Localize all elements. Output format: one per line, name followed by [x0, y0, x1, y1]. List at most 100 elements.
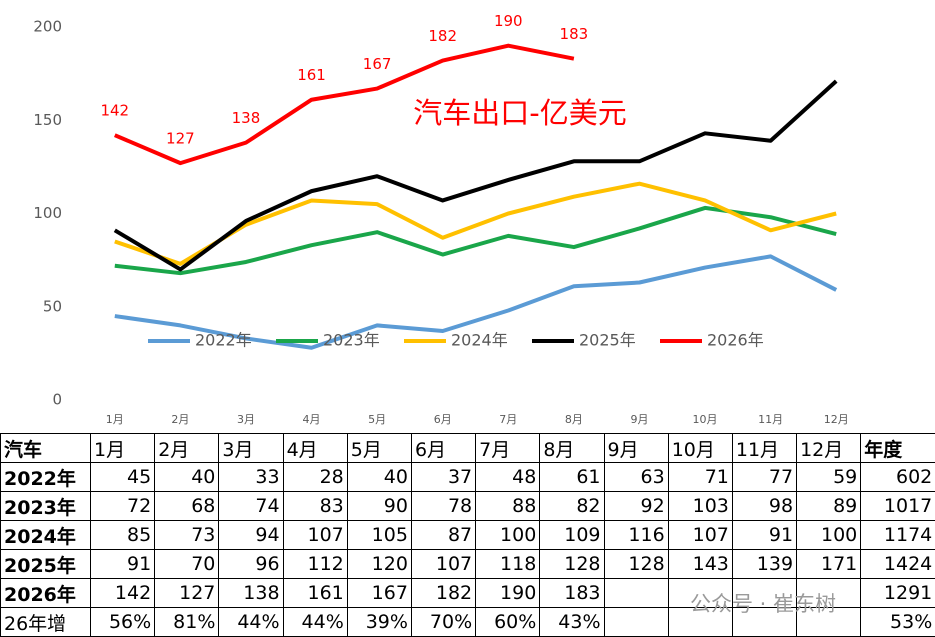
table-cell: 8月 [539, 433, 605, 463]
table-cell [603, 578, 669, 608]
legend-label: 2022年 [195, 331, 252, 350]
table-cell: 107 [410, 549, 477, 579]
table-cell: 183 [539, 578, 605, 608]
data-label: 138 [232, 109, 261, 127]
table-cell: 72 [89, 491, 156, 521]
table-cell [667, 607, 733, 637]
table-cell: 91 [89, 549, 156, 579]
table-cell: 89 [796, 491, 862, 521]
table-cell: 120 [346, 549, 412, 579]
x-tick-label: 8月 [565, 413, 583, 426]
table-cell: 2025年 [0, 549, 91, 579]
table-cell: 109 [539, 520, 605, 550]
table-cell: 96 [218, 549, 284, 579]
x-tick-label: 11月 [758, 413, 783, 426]
table-cell: 82 [539, 491, 605, 521]
table-cell: 70 [154, 549, 220, 579]
table-cell: 37 [410, 462, 477, 492]
legend-label: 2025年 [579, 331, 636, 350]
table-cell: 94 [218, 520, 284, 550]
table-cell [796, 607, 862, 637]
table-cell: 161 [282, 578, 348, 608]
table-cell: 107 [667, 520, 733, 550]
table-cell: 10月 [667, 433, 733, 463]
table-cell: 2024年 [0, 520, 91, 550]
table-cell: 45 [89, 462, 156, 492]
table-cell: 142 [89, 578, 156, 608]
data-label: 161 [297, 66, 326, 84]
table-cell: 61 [539, 462, 605, 492]
table-cell: 44% [218, 607, 284, 637]
table-cell: 116 [603, 520, 669, 550]
table-cell: 11月 [731, 433, 798, 463]
table-cell: 2022年 [0, 462, 91, 492]
table-cell: 81% [154, 607, 220, 637]
x-tick-label: 9月 [630, 413, 648, 426]
legend-label: 2023年 [323, 331, 380, 350]
chart: 汽车出口-亿美元 0 50 100 150 200 1月 2月 3月 4月 5月 6月 7月 8月 9月 1… [33, 12, 849, 426]
table-cell: 71 [667, 462, 733, 492]
table-cell: 118 [475, 549, 541, 579]
table-cell: 1424 [860, 549, 935, 579]
table-cell: 56% [89, 607, 156, 637]
table-row: 汽车 1月 2月 3月 4月 5月 6月 7月 8月 9月 10月 11月 12月 年度 [0, 433, 935, 463]
table-cell [731, 578, 798, 608]
table-cell: 83 [282, 491, 348, 521]
y-tick-label: 100 [33, 204, 62, 222]
y-tick-label: 200 [33, 18, 62, 36]
line-series [114, 43, 575, 166]
table-cell: 44% [282, 607, 348, 637]
table-cell: 33 [218, 462, 284, 492]
y-tick-label: 0 [52, 391, 62, 409]
x-tick-label: 5月 [368, 413, 386, 426]
table-cell: 190 [475, 578, 541, 608]
x-tick-label: 10月 [693, 413, 718, 426]
table-cell: 63 [603, 462, 669, 492]
table-cell [731, 607, 798, 637]
table-cell: 73 [154, 520, 220, 550]
table-row: 2026年 142 127 138 161 167 182 190 183 1291 [0, 578, 935, 608]
table-cell: 602 [860, 462, 935, 492]
x-tick-label: 7月 [499, 413, 517, 426]
x-tick-label: 4月 [303, 413, 321, 426]
table-cell: 3月 [218, 433, 284, 463]
table-cell: 12月 [796, 433, 862, 463]
table-cell: 汽车 [0, 433, 91, 463]
table-cell: 77 [731, 462, 798, 492]
table-cell: 167 [346, 578, 412, 608]
table-cell: 92 [603, 491, 669, 521]
data-table: 汽车 1月 2月 3月 4月 5月 6月 7月 8月 9月 10月 11月 12月 年度 2022年 45 40… [0, 433, 935, 637]
table-cell: 年度 [860, 433, 935, 463]
table-row: 2025年 91 70 96 112 120 107 118 128 128 143 139 171 14… [0, 549, 935, 579]
table-cell: 91 [731, 520, 798, 550]
table-row: 26年增 56% 81% 44% 44% 39% 70% 60% 43% 53% [0, 607, 935, 637]
legend-label: 2026年 [707, 331, 764, 350]
table-cell: 182 [410, 578, 477, 608]
table-cell: 9月 [603, 433, 669, 463]
table-cell: 60% [475, 607, 541, 637]
table-cell: 128 [603, 549, 669, 579]
x-tick-label: 3月 [237, 413, 255, 426]
table-cell: 171 [796, 549, 862, 579]
table-cell: 28 [282, 462, 348, 492]
table-cell: 59 [796, 462, 862, 492]
table-cell: 5月 [346, 433, 412, 463]
legend-label: 2024年 [451, 331, 508, 350]
table-cell: 40 [346, 462, 412, 492]
table-cell: 143 [667, 549, 733, 579]
table-cell: 1174 [860, 520, 935, 550]
table-cell: 1017 [860, 491, 935, 521]
table-cell: 53% [860, 607, 935, 637]
table-row: 2022年 45 40 33 28 40 37 48 61 63 71 77 59 602 [0, 462, 935, 492]
table-cell: 43% [539, 607, 605, 637]
data-label: 167 [363, 55, 392, 73]
line-series [113, 79, 838, 272]
x-tick-label: 12月 [824, 413, 849, 426]
table-cell: 68 [154, 491, 220, 521]
table-cell: 2026年 [0, 578, 91, 608]
table-cell [603, 607, 669, 637]
table-cell: 107 [282, 520, 348, 550]
table-cell: 85 [89, 520, 156, 550]
table-cell: 112 [282, 549, 348, 579]
